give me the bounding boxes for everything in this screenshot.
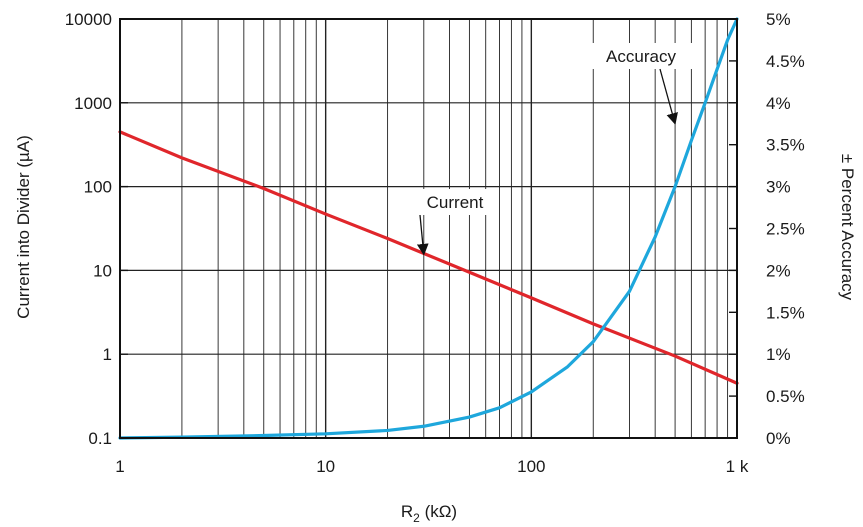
annotation-arrow: [659, 68, 678, 125]
annotation-box: [589, 43, 693, 69]
y-right-axis-title: ± Percent Accuracy: [838, 154, 857, 301]
x-tick-label: 100: [517, 457, 545, 476]
y-right-tick-label: 0.5%: [766, 387, 805, 406]
x-axis-title-unit: (kΩ): [420, 502, 457, 521]
x-axis-title-subscript: 2: [413, 511, 420, 525]
grid: [119, 19, 737, 438]
x-tick-label: 10: [316, 457, 335, 476]
y-left-tick-label: 10: [93, 261, 112, 280]
y-right-tick-label: 4.5%: [766, 52, 805, 71]
y-right-tick-label: 4%: [766, 94, 791, 113]
x-axis-title: R2 (kΩ): [401, 502, 457, 525]
y-right-tick-label: 3.5%: [766, 136, 805, 155]
ticks: 1 10 100 1 k0.11101001000100000%0.5%1%1.5%2…: [65, 10, 805, 476]
annotation-arrow: [416, 214, 429, 256]
y-right-tick-label: 3%: [766, 178, 791, 197]
y-left-tick-label: 1000: [74, 94, 112, 113]
y-right-tick-label: 0%: [766, 429, 791, 448]
y-left-tick-label: 1: [103, 345, 112, 364]
annotation-label: Current: [427, 193, 484, 212]
y-left-tick-label: 100: [84, 178, 112, 197]
y-right-tick-label: 1.5%: [766, 303, 805, 322]
y-right-tick-label: 2.5%: [766, 220, 805, 239]
plot-frame: [119, 18, 738, 439]
series-layer: [118, 17, 739, 440]
y-left-tick-label: 0.1: [88, 429, 112, 448]
y-right-tick-label: 2%: [766, 261, 791, 280]
annotation-box: [412, 189, 498, 215]
x-tick-label: 1 k: [726, 457, 749, 476]
annotations: Current Accuracy: [412, 43, 693, 256]
y-left-tick-label: 10000: [65, 10, 112, 29]
y-right-tick-label: 1%: [766, 345, 791, 364]
series-line-accuracy: [118, 17, 739, 440]
annotation-label: Accuracy: [606, 47, 676, 66]
y-left-axis-title: Current into Divider (µA): [14, 135, 33, 319]
y-right-tick-label: 5%: [766, 10, 791, 29]
x-tick-label: 1: [115, 457, 124, 476]
